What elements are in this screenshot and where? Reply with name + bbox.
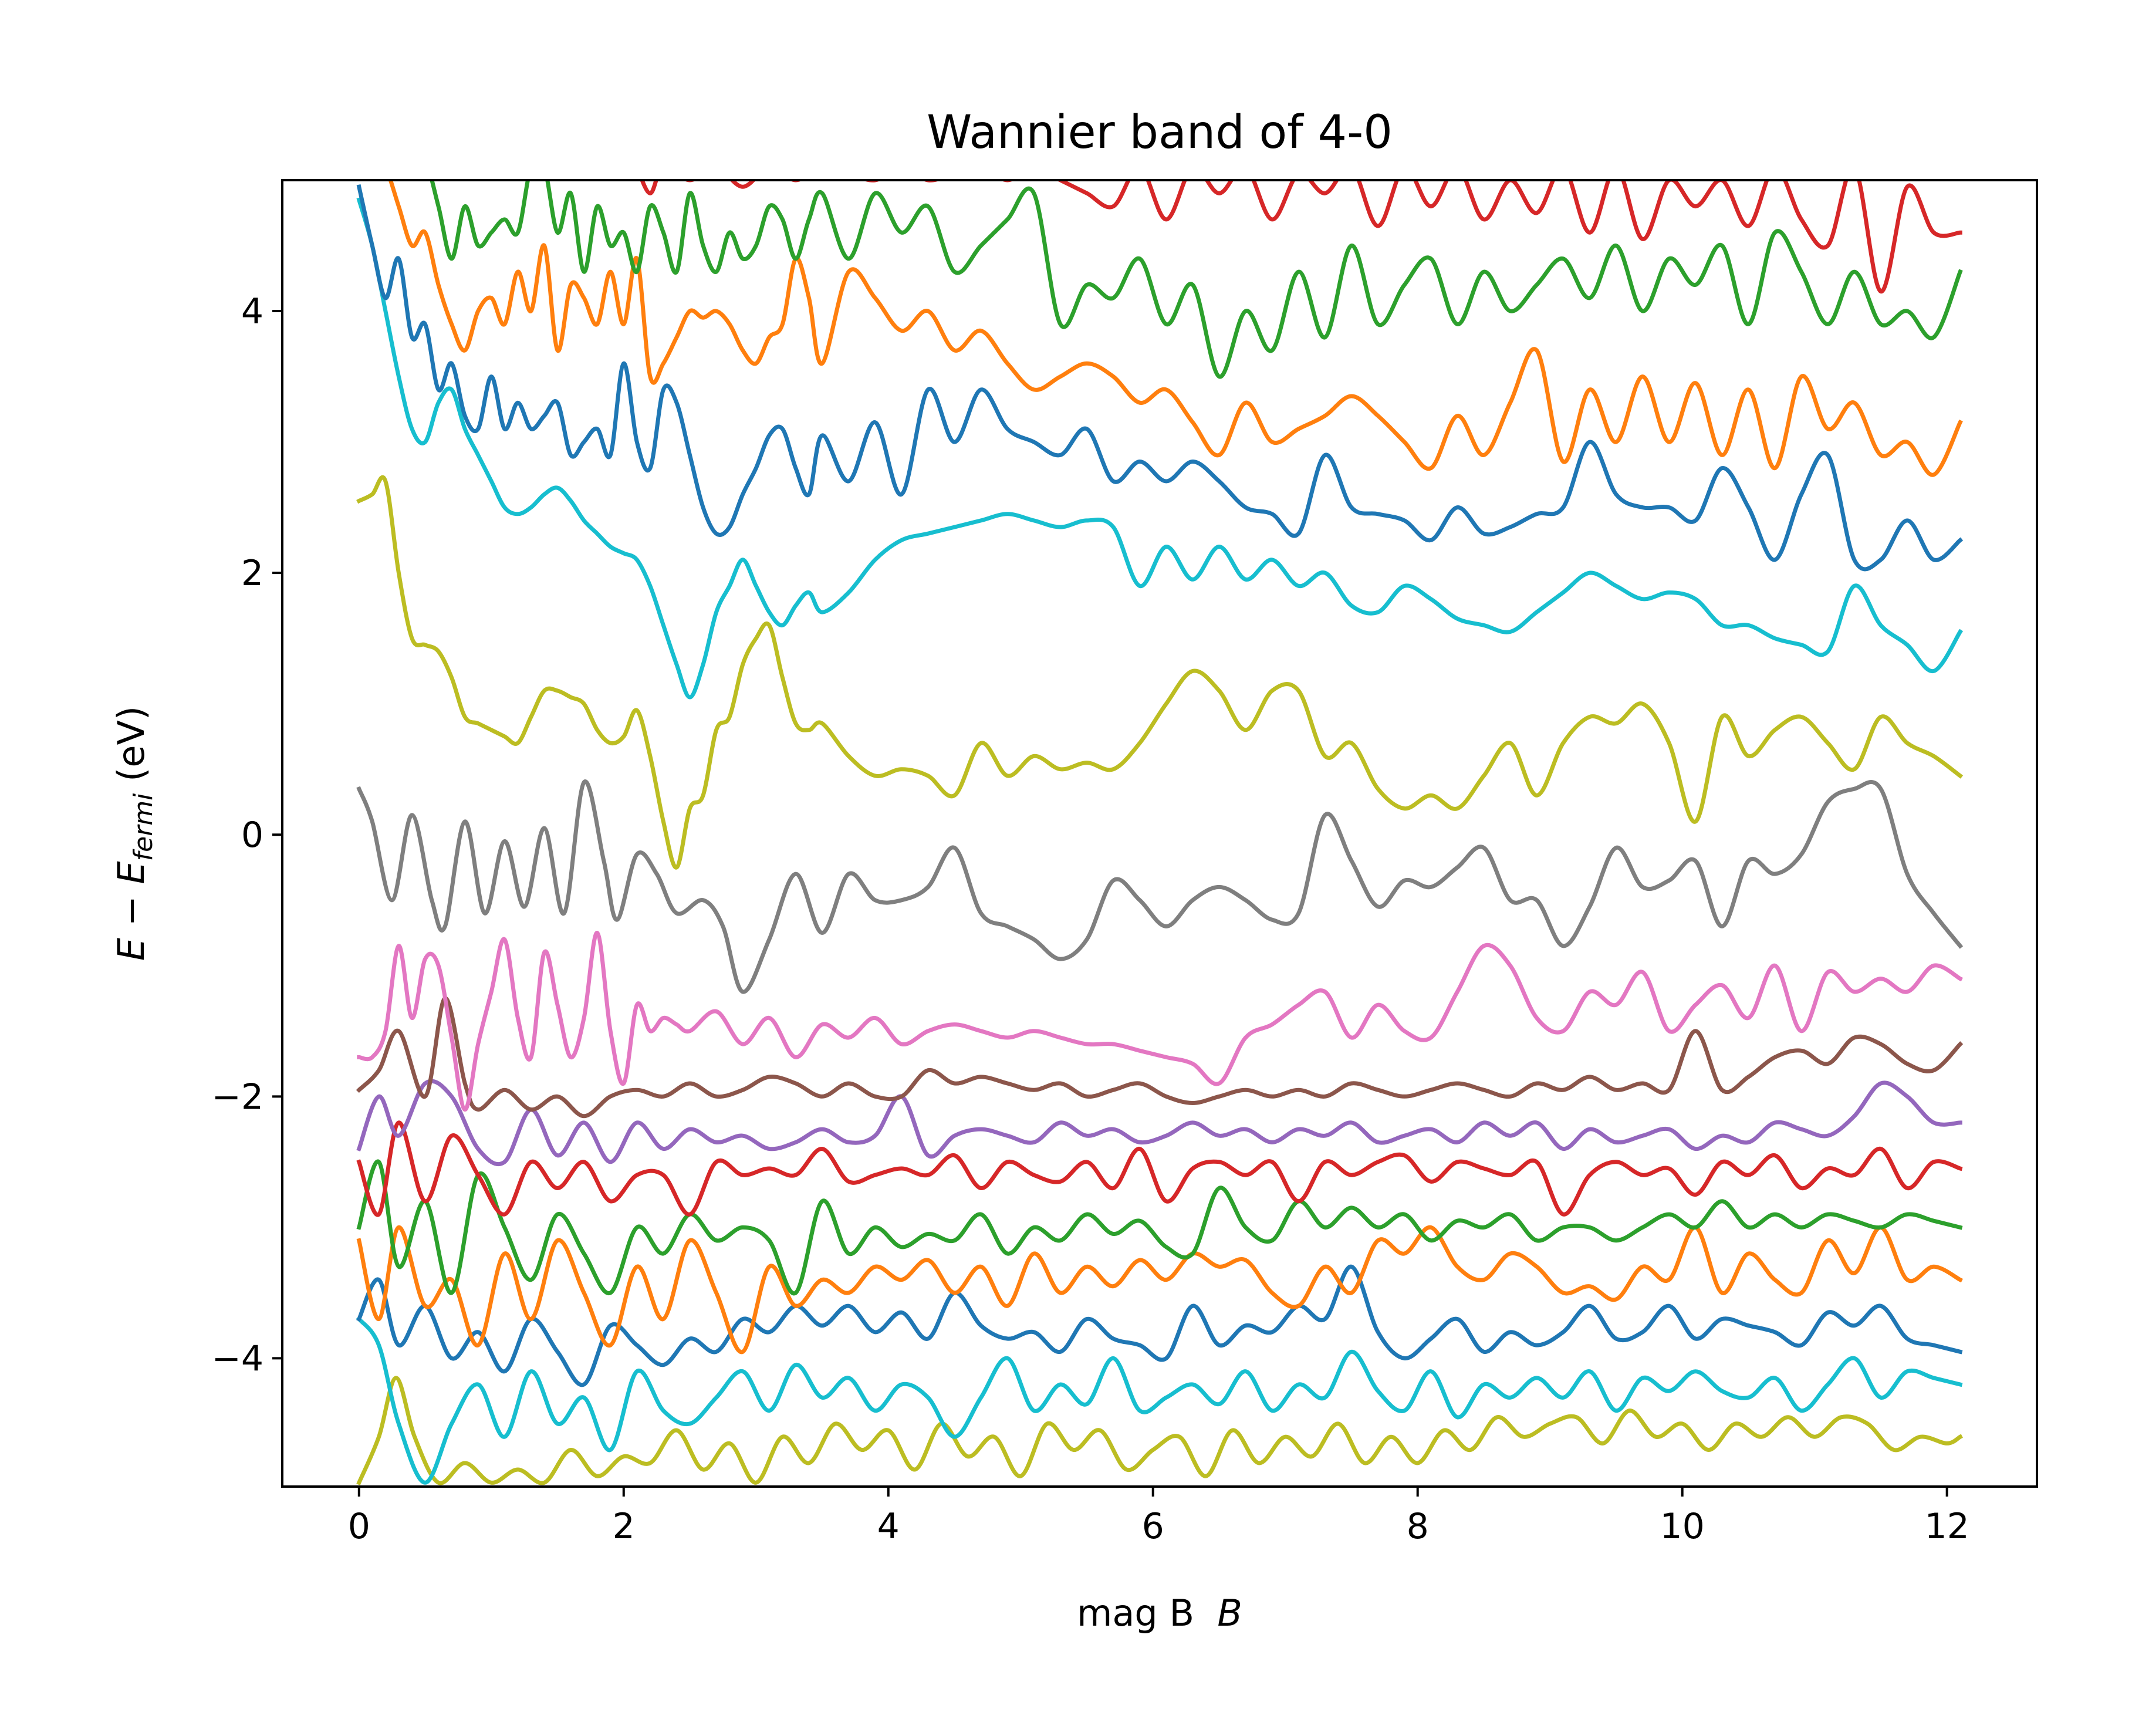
series-line-6 xyxy=(356,1120,1963,1217)
y-tick-label: 2 xyxy=(241,553,263,594)
y-ticks: −4 −2 0 2 4 xyxy=(212,291,282,1379)
x-tick-label: 12 xyxy=(1924,1506,1969,1547)
series-line-11 xyxy=(356,475,1964,870)
series-line-15 xyxy=(430,180,1963,379)
y-axis-label-minus: − xyxy=(110,884,153,938)
plot-frame xyxy=(281,179,2038,1488)
x-axis-label-prefix: mag B xyxy=(1077,1592,1217,1634)
y-axis-label-e: E xyxy=(110,937,153,961)
series-line-2 xyxy=(356,1316,1963,1485)
series-line-3 xyxy=(356,1264,1963,1387)
y-tick-label: 0 xyxy=(241,815,263,856)
y-tick-label: −4 xyxy=(212,1338,263,1379)
x-tick-label: 0 xyxy=(348,1506,370,1547)
series-line-5 xyxy=(356,1159,1963,1296)
y-axis-label: E − Efermi (eV) xyxy=(110,706,158,961)
series-line-10 xyxy=(356,779,1964,994)
series-line-1 xyxy=(356,1376,1963,1485)
x-axis-label: mag B B xyxy=(1077,1592,1242,1634)
x-tick-label: 4 xyxy=(877,1506,900,1547)
y-tick-label: −2 xyxy=(212,1076,263,1117)
series-line-14 xyxy=(388,180,1963,477)
y-axis-label-e2: E xyxy=(110,861,153,884)
series-layer xyxy=(356,180,1964,1485)
y-tick-label: 4 xyxy=(241,291,263,332)
series-line-8 xyxy=(356,996,1964,1119)
x-ticks: 0 2 4 6 8 10 12 xyxy=(348,1487,1969,1547)
series-line-16 xyxy=(640,180,1962,294)
series-line-7 xyxy=(356,1079,1962,1167)
x-axis-label-symbol: B xyxy=(1217,1592,1242,1634)
x-tick-label: 6 xyxy=(1142,1506,1164,1547)
series-line-9 xyxy=(357,930,1963,1112)
series-line-12 xyxy=(356,197,1964,700)
chart-title: Wannier band of 4-0 xyxy=(927,106,1393,159)
series-line-13 xyxy=(356,184,1964,572)
x-tick-label: 10 xyxy=(1660,1506,1705,1547)
y-axis-label-sub: fermi xyxy=(129,793,158,862)
x-tick-label: 2 xyxy=(613,1506,635,1547)
x-tick-label: 8 xyxy=(1407,1506,1429,1547)
series-line-4 xyxy=(356,1225,1963,1354)
y-axis-label-unit: (eV) xyxy=(110,706,153,793)
